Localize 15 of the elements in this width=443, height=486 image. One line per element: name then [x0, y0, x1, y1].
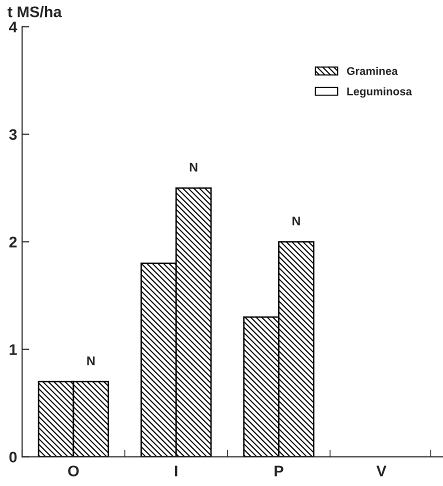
legend-label: Leguminosa — [347, 87, 412, 98]
annotation: N — [87, 356, 95, 366]
x-tick-label: O — [68, 466, 79, 476]
x-tick-label: P — [274, 466, 284, 476]
x-tick-label: I — [175, 466, 178, 476]
x-tick-label: V — [376, 466, 386, 476]
y-tick-label: 2 — [9, 236, 17, 248]
legend-label: Graminea — [346, 66, 398, 75]
y-tick-label: 3 — [9, 129, 17, 140]
annotation: N — [292, 216, 300, 226]
y-axis-title: t MS/ha — [8, 6, 62, 18]
annotation: N — [190, 162, 198, 172]
y-tick-label: 0 — [9, 452, 17, 463]
y-tick-label: 4 — [9, 22, 18, 32]
y-tick-label: 1 — [10, 344, 17, 355]
